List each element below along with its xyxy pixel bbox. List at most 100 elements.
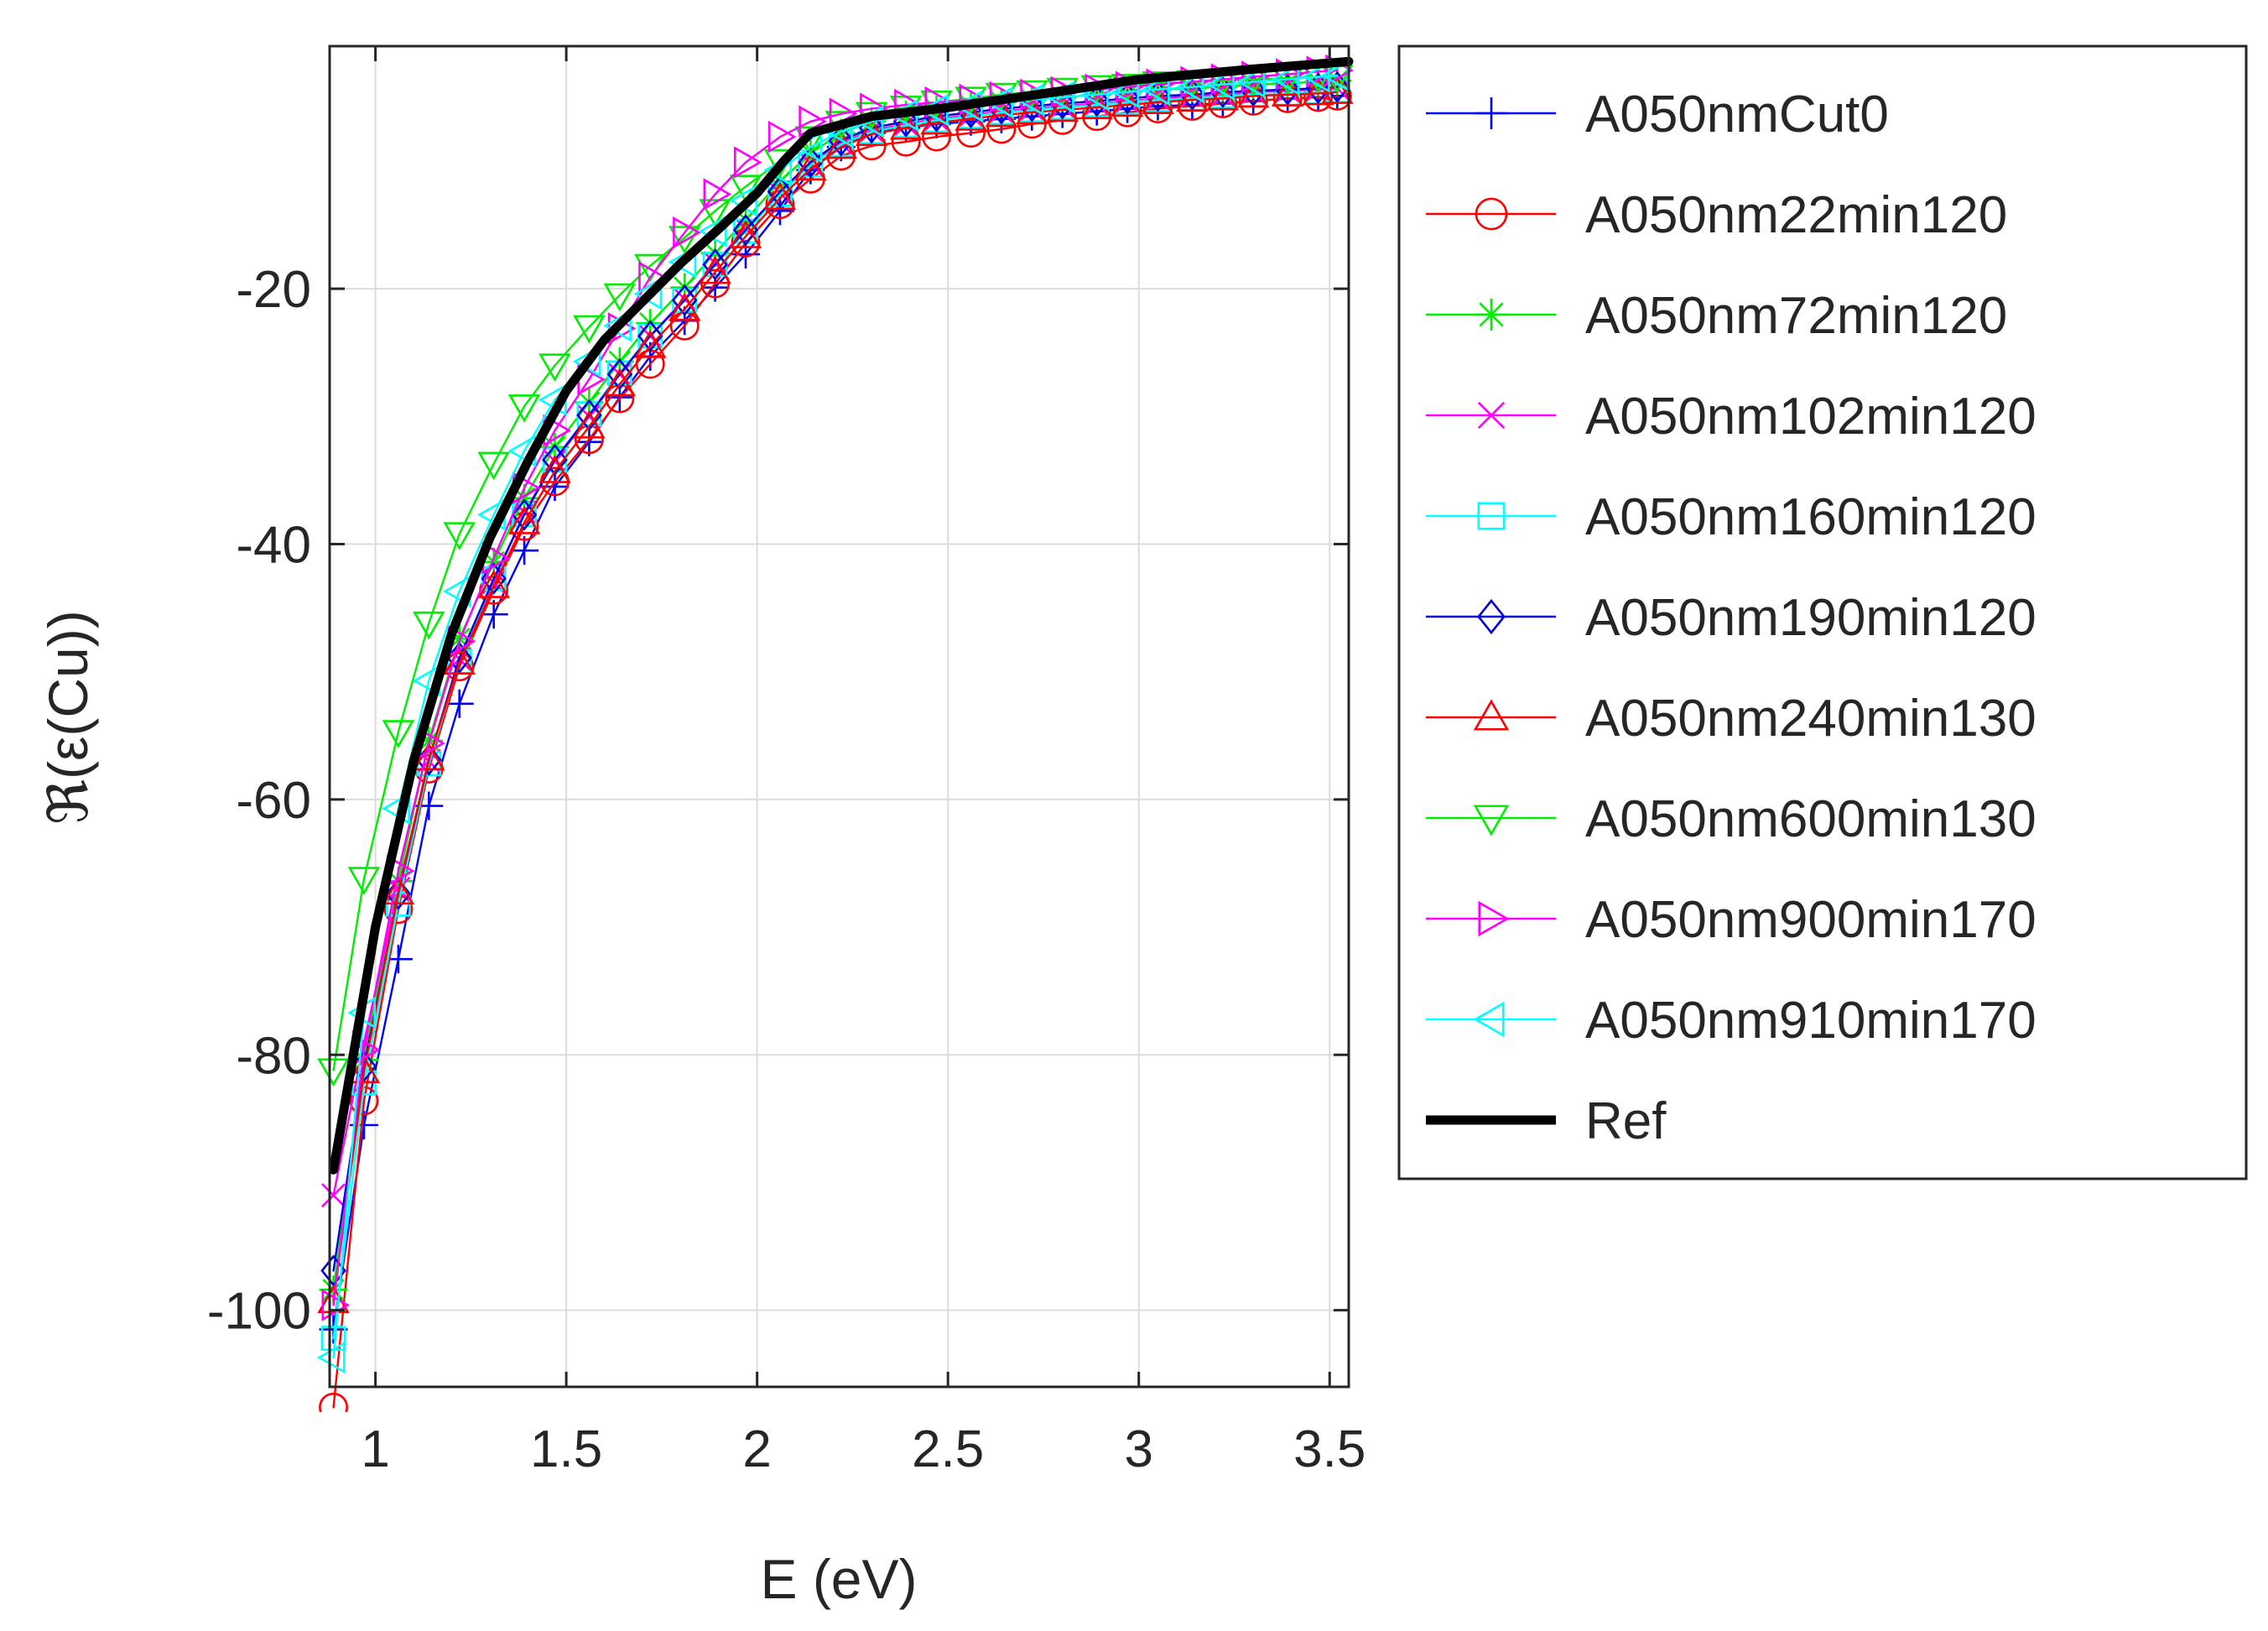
data-point-star <box>1303 67 1333 96</box>
data-point-diamond <box>1084 85 1110 117</box>
data-point-triangle-left <box>668 245 697 279</box>
data-point-x <box>321 1183 346 1208</box>
data-point-triangle-up <box>317 1284 350 1314</box>
data-point-star <box>319 1275 348 1305</box>
y-axis-title: ℜ(ε(Cu)) <box>37 610 99 824</box>
data-point-diamond <box>702 248 728 281</box>
series-line <box>332 91 1339 1303</box>
legend-entry: A050nm910min170 <box>1426 992 2037 1050</box>
plot-frame <box>328 44 1350 1389</box>
legend-label: A050nm190min120 <box>1585 589 2037 647</box>
data-point-star <box>510 483 539 513</box>
data-point-triangle-right <box>733 146 762 179</box>
legend-label: A050nmCut0 <box>1585 86 1889 143</box>
data-point-x <box>1477 401 1506 430</box>
data-point-diamond <box>767 175 793 208</box>
legend-label: A050nm72min120 <box>1585 287 2007 345</box>
data-point-triangle-up <box>347 1055 381 1084</box>
data-point-star <box>765 167 794 196</box>
legend-entry: A050nm160min120 <box>1426 488 2037 546</box>
series-layer <box>316 54 1354 1412</box>
ticks: 1 1.5 2 2.5 3 3.5 -20 -40 -60 -80 -100 <box>207 46 1365 1478</box>
data-point-triangle-right <box>673 216 701 249</box>
data-point-triangle-down <box>538 353 571 383</box>
series-Ref <box>329 56 1354 1175</box>
grid <box>330 46 1349 1387</box>
data-point-triangle-up <box>1473 699 1510 731</box>
data-point-triangle-down <box>317 1058 350 1087</box>
data-point-triangle-down <box>1473 805 1510 836</box>
data-point-diamond <box>576 399 602 431</box>
y-tick-label: -80 <box>236 1027 311 1085</box>
x-tick-label: 3.5 <box>1293 1420 1365 1478</box>
data-point-diamond <box>481 562 507 595</box>
legend-entry: A050nm22min120 <box>1426 186 2007 244</box>
legend-entry: A050nmCut0 <box>1426 86 1889 143</box>
data-point-triangle-left <box>1175 70 1204 103</box>
legend: A050nmCut0 A050nm22min120 A050nm72min120 A0… <box>1397 44 2248 1180</box>
legend-label: Ref <box>1585 1092 1667 1150</box>
legend-label: A050nm240min130 <box>1585 690 2037 748</box>
data-point-triangle-up <box>763 181 797 211</box>
data-point-star <box>349 1045 378 1075</box>
data-point-triangle-down <box>382 720 415 748</box>
data-point-triangle-left <box>1236 65 1266 98</box>
data-point-star <box>479 547 508 576</box>
data-point-diamond <box>798 146 824 179</box>
data-point-triangle-down <box>603 283 637 312</box>
data-point-triangle-down <box>477 451 510 481</box>
data-point-triangle-right <box>321 1289 351 1321</box>
x-axis-title: E (eV) <box>760 1548 917 1610</box>
data-point-triangle-up <box>507 506 541 534</box>
data-point-triangle-right <box>1478 900 1510 937</box>
data-point-triangle-up <box>824 130 858 159</box>
y-tick-label: -100 <box>207 1283 311 1341</box>
legend-label: A050nm900min170 <box>1585 891 2037 949</box>
data-point-triangle-up <box>699 255 731 284</box>
data-point-diamond <box>1145 80 1171 112</box>
legend-entry: A050nm102min120 <box>1426 388 2037 446</box>
data-point-diamond <box>732 214 759 247</box>
data-point-plus <box>445 689 474 718</box>
plot-background <box>330 46 1349 1387</box>
data-point-plus <box>1475 97 1507 129</box>
data-point-star <box>1475 299 1507 331</box>
data-point-diamond <box>385 878 412 910</box>
legend-entry: A050nm72min120 <box>1426 287 2007 345</box>
data-point-star <box>1323 66 1352 96</box>
x-tick-label: 2.5 <box>912 1420 984 1478</box>
data-point-square <box>1477 502 1506 530</box>
data-point-triangle-up <box>573 409 606 439</box>
data-point-plus <box>765 196 794 226</box>
data-point-triangle-up <box>477 570 510 598</box>
data-point-triangle-up <box>443 646 476 675</box>
y-tick-label: -60 <box>236 772 311 830</box>
data-point-triangle-right <box>703 178 732 211</box>
data-point-triangle-left <box>1206 68 1235 101</box>
data-point-plus <box>479 600 508 629</box>
x-tick-label: 1 <box>361 1420 389 1478</box>
data-point-triangle-up <box>794 152 827 181</box>
data-point-diamond <box>606 358 633 391</box>
data-point-triangle-down <box>347 867 381 895</box>
data-point-triangle-up <box>538 455 571 483</box>
data-point-diamond <box>1477 598 1506 635</box>
legend-box <box>1397 44 2248 1180</box>
legend-entry: Ref <box>1426 1092 1667 1150</box>
data-point-triangle-up <box>668 292 701 321</box>
data-point-triangle-down <box>443 522 476 550</box>
x-tick-label: 2 <box>742 1420 771 1478</box>
y-tick-label: -40 <box>236 517 311 575</box>
data-point-triangle-left <box>1473 1001 1505 1038</box>
data-point-triangle-up <box>1271 78 1304 107</box>
data-point-triangle-down <box>668 226 701 254</box>
data-point-triangle-up <box>603 367 637 397</box>
data-point-triangle-left <box>316 1341 346 1374</box>
data-point-triangle-right <box>767 120 797 154</box>
data-point-plus <box>575 427 604 456</box>
legend-label: A050nm160min120 <box>1585 488 2037 546</box>
x-tick-label: 1.5 <box>530 1420 602 1478</box>
legend-entry: A050nm190min120 <box>1426 589 2037 647</box>
data-point-diamond <box>637 320 663 352</box>
